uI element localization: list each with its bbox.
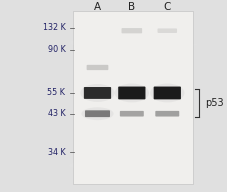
Ellipse shape	[115, 84, 149, 102]
Text: 55 K: 55 K	[47, 89, 65, 98]
Text: p53: p53	[205, 98, 224, 108]
FancyBboxPatch shape	[121, 28, 142, 33]
Ellipse shape	[81, 107, 114, 120]
Text: 34 K: 34 K	[48, 148, 65, 157]
Ellipse shape	[80, 84, 115, 102]
Ellipse shape	[150, 84, 185, 102]
Text: A: A	[94, 2, 101, 12]
Text: 132 K: 132 K	[43, 23, 65, 32]
FancyBboxPatch shape	[85, 110, 110, 117]
Text: C: C	[164, 2, 171, 12]
FancyBboxPatch shape	[120, 111, 144, 117]
FancyBboxPatch shape	[155, 111, 179, 117]
FancyBboxPatch shape	[154, 87, 181, 99]
FancyBboxPatch shape	[84, 87, 111, 99]
FancyBboxPatch shape	[87, 65, 108, 70]
FancyBboxPatch shape	[73, 11, 193, 185]
Text: B: B	[128, 2, 135, 12]
FancyBboxPatch shape	[118, 87, 146, 99]
FancyBboxPatch shape	[158, 28, 177, 33]
Text: 43 K: 43 K	[48, 109, 65, 118]
Text: 90 K: 90 K	[48, 45, 65, 54]
